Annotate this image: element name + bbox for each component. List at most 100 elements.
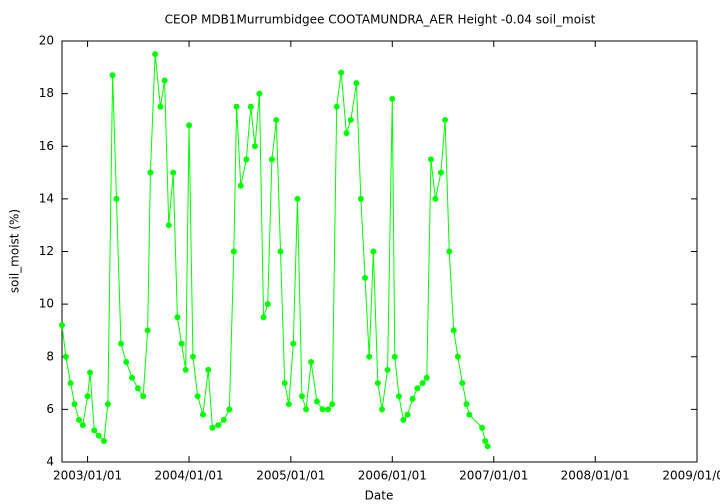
- data-point: [209, 424, 216, 431]
- data-point: [419, 380, 426, 387]
- data-point: [308, 359, 315, 366]
- data-point: [446, 248, 453, 255]
- y-tick-label: 16: [39, 139, 54, 153]
- data-point: [194, 393, 201, 400]
- data-point: [277, 248, 284, 255]
- data-point: [362, 274, 369, 281]
- data-point: [281, 380, 288, 387]
- data-point: [370, 248, 377, 255]
- data-point: [437, 169, 444, 176]
- y-tick-label: 12: [39, 244, 54, 258]
- data-point: [374, 380, 381, 387]
- data-point: [117, 340, 124, 347]
- data-point: [479, 424, 486, 431]
- data-point: [391, 353, 398, 360]
- data-point: [357, 195, 364, 202]
- y-axis-label: soil_moist (%): [8, 209, 22, 293]
- data-point: [95, 432, 102, 439]
- data-point: [152, 51, 159, 58]
- y-tick-label: 18: [39, 86, 54, 100]
- x-axis-label: Date: [365, 489, 394, 503]
- data-point: [205, 366, 212, 373]
- data-point: [400, 416, 407, 423]
- y-tick-label: 8: [46, 349, 54, 363]
- data-point: [264, 301, 271, 308]
- data-point: [423, 374, 430, 381]
- x-tick-label: 2008/01/01: [561, 469, 630, 483]
- x-tick-label: 2004/01/01: [154, 469, 223, 483]
- data-point: [384, 366, 391, 373]
- data-point: [414, 385, 421, 392]
- data-point: [109, 72, 116, 79]
- data-point: [161, 77, 168, 84]
- x-tick-label: 2009/01/01: [662, 469, 720, 483]
- data-point: [466, 411, 473, 418]
- data-point: [463, 401, 470, 408]
- data-point: [450, 327, 457, 334]
- data-point: [482, 437, 489, 444]
- data-point: [325, 406, 332, 413]
- data-line: [61, 54, 489, 447]
- x-tick-label: 2007/01/01: [459, 469, 528, 483]
- data-point: [285, 401, 292, 408]
- data-point: [432, 195, 439, 202]
- data-point: [182, 366, 189, 373]
- data-point: [294, 195, 301, 202]
- data-point: [178, 340, 185, 347]
- data-point: [67, 380, 74, 387]
- data-point: [404, 411, 411, 418]
- data-point: [84, 393, 91, 400]
- data-point: [256, 90, 263, 97]
- data-point: [313, 398, 320, 405]
- data-point: [199, 411, 206, 418]
- x-tick-label: 2006/01/01: [358, 469, 427, 483]
- data-point: [366, 353, 373, 360]
- data-point: [113, 195, 120, 202]
- y-tick-label: 20: [39, 34, 54, 48]
- data-point: [62, 353, 69, 360]
- data-point: [454, 353, 461, 360]
- data-point: [247, 103, 254, 110]
- data-point: [189, 353, 196, 360]
- data-point: [174, 314, 181, 321]
- data-point: [343, 130, 350, 137]
- data-point: [144, 327, 151, 334]
- y-tick-label: 6: [46, 402, 54, 416]
- plot-frame: [61, 40, 698, 463]
- data-point: [71, 401, 78, 408]
- chart-title: CEOP MDB1Murrumbidgee COOTAMUNDRA_AER He…: [165, 13, 596, 27]
- data-point: [268, 156, 275, 163]
- data-point: [319, 406, 326, 413]
- data-point: [186, 122, 193, 129]
- data-point: [100, 437, 107, 444]
- data-point: [303, 406, 310, 413]
- data-point: [389, 95, 396, 102]
- data-point: [353, 80, 360, 87]
- data-point: [427, 156, 434, 163]
- data-point: [147, 169, 154, 176]
- data-point: [91, 427, 98, 434]
- data-point: [298, 393, 305, 400]
- data-point: [243, 156, 250, 163]
- y-tick-label: 10: [39, 297, 54, 311]
- data-point: [237, 182, 244, 189]
- data-point: [379, 406, 386, 413]
- y-tick-label: 4: [46, 455, 54, 469]
- data-point: [140, 393, 147, 400]
- data-point: [329, 401, 336, 408]
- data-point: [442, 116, 449, 123]
- data-point: [134, 385, 141, 392]
- x-tick-label: 2005/01/01: [256, 469, 325, 483]
- data-point: [409, 395, 416, 402]
- data-point: [347, 116, 354, 123]
- x-tick-label: 2003/01/01: [53, 469, 122, 483]
- data-point: [226, 406, 233, 413]
- data-point: [215, 422, 222, 429]
- data-point: [123, 359, 130, 366]
- data-point: [333, 103, 340, 110]
- data-point: [395, 393, 402, 400]
- data-point: [484, 443, 491, 450]
- data-point: [129, 374, 136, 381]
- data-point: [273, 116, 280, 123]
